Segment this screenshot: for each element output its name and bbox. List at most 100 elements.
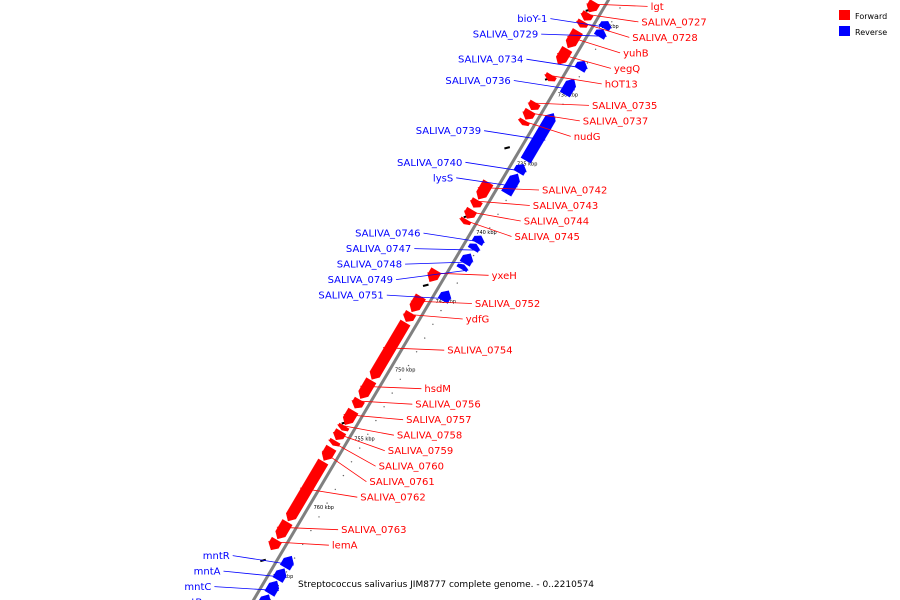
gene-mntc[interactable] (264, 580, 280, 597)
leader-line-yegq (556, 53, 612, 69)
gene-saliva-0727[interactable] (580, 10, 594, 21)
leader-line-saliva-0759 (332, 431, 385, 452)
gene-label-yuhb[interactable]: yuhB (623, 48, 649, 59)
leader-line-saliva-0747 (414, 248, 481, 251)
gene-label-saliva-0759[interactable]: SALIVA_0759 (388, 446, 453, 457)
gene-label-saliva-0734[interactable]: SALIVA_0734 (458, 55, 523, 66)
gene-label-saliva-0739[interactable]: SALIVA_0739 (416, 126, 481, 137)
gene-label-saliva-0760[interactable]: SALIVA_0760 (379, 462, 444, 473)
gene-label-saliva-0729[interactable]: SALIVA_0729 (473, 30, 538, 41)
gene-hot13[interactable] (544, 72, 557, 82)
gene-label-yegq[interactable]: yegQ (614, 64, 640, 75)
gene-lema[interactable] (268, 536, 282, 551)
leader-line-saliva-0744 (463, 210, 521, 222)
gene-label-lyss[interactable]: lysS (433, 173, 453, 184)
gene-mntb[interactable] (258, 594, 271, 600)
gene-label-bioy-1[interactable]: bioY-1 (517, 14, 547, 25)
gene-label-lgt[interactable]: lgt (651, 2, 664, 13)
gene-saliva-0756[interactable] (351, 396, 365, 409)
gene-label-saliva-0761[interactable]: SALIVA_0761 (369, 477, 434, 488)
gene-highlight (457, 215, 462, 220)
leader-line-saliva-0748 (405, 261, 474, 265)
gene-saliva-0737[interactable] (522, 107, 536, 120)
gene-saliva-0748[interactable] (459, 253, 474, 267)
minor-tick (334, 488, 336, 491)
gene-saliva-0736[interactable] (559, 78, 577, 98)
gene-saliva-0763[interactable] (275, 519, 293, 540)
gene-label-saliva-0747[interactable]: SALIVA_0747 (346, 244, 411, 255)
gene-hsdm[interactable] (358, 377, 377, 399)
gene-label-saliva-0752[interactable]: SALIVA_0752 (475, 299, 540, 310)
minor-tick (391, 392, 393, 394)
gene-saliva-0734[interactable] (574, 60, 588, 73)
gene-mntr[interactable] (279, 555, 294, 571)
gene-label-saliva-0751[interactable]: SALIVA_0751 (318, 291, 383, 302)
gene-saliva-0761[interactable] (321, 444, 337, 461)
leader-line-saliva-0742 (477, 187, 540, 191)
gene-label-saliva-0762[interactable]: SALIVA_0762 (360, 493, 425, 504)
gene-label-saliva-0740[interactable]: SALIVA_0740 (397, 158, 462, 169)
gene-label-saliva-0763[interactable]: SALIVA_0763 (341, 525, 406, 536)
gene-saliva-0740[interactable] (513, 164, 527, 176)
gene-label-saliva-0736[interactable]: SALIVA_0736 (445, 76, 510, 87)
gene-label-saliva-0743[interactable]: SALIVA_0743 (533, 201, 598, 212)
gene-label-yxeh[interactable]: yxeH (492, 271, 517, 282)
gene-label-mnta[interactable]: mntA (194, 567, 221, 578)
gene-label-saliva-0748[interactable]: SALIVA_0748 (337, 260, 402, 271)
gene-bioy-1[interactable] (598, 21, 612, 32)
leader-line-saliva-0758 (337, 424, 394, 436)
gene-label-saliva-0727[interactable]: SALIVA_0727 (641, 17, 706, 28)
gene-saliva-0742[interactable] (476, 179, 494, 200)
gene-saliva-0747[interactable] (467, 243, 480, 253)
leader-line-saliva-0761 (321, 450, 367, 483)
gene-label-mntb[interactable]: mntB (175, 598, 202, 600)
gene-saliva-0735[interactable] (528, 99, 541, 111)
gene-saliva-0743[interactable] (470, 197, 483, 208)
gene-saliva-0757[interactable] (342, 407, 359, 425)
gene-label-saliva-0746[interactable]: SALIVA_0746 (355, 229, 420, 240)
gene-saliva-0754[interactable] (369, 319, 411, 380)
gene-label-nudg[interactable]: nudG (574, 132, 601, 143)
gene-saliva-0744[interactable] (464, 206, 478, 219)
gene-label-saliva-0749[interactable]: SALIVA_0749 (328, 275, 393, 286)
gene-label-hsdm[interactable]: hsdM (424, 384, 451, 395)
gene-highlight (289, 559, 298, 571)
minor-tick (285, 571, 288, 573)
gene-saliva-0729[interactable] (593, 29, 607, 40)
gene-saliva-0758[interactable] (337, 422, 350, 432)
minor-tick (415, 351, 418, 353)
minor-tick (578, 76, 580, 78)
gene-label-saliva-0758[interactable]: SALIVA_0758 (397, 431, 462, 442)
gene-highlight (341, 408, 349, 417)
gene-label-saliva-0757[interactable]: SALIVA_0757 (406, 415, 471, 426)
gene-lyss[interactable] (501, 173, 520, 197)
tick-label-740: 740 kbp (476, 230, 496, 236)
gene-label-hot13[interactable]: hOT13 (605, 79, 638, 90)
gene-saliva-0759[interactable] (333, 428, 347, 441)
gene-ydfg[interactable] (403, 309, 417, 322)
gene-label-mntc[interactable]: mntC (184, 582, 211, 593)
gene-saliva-0746[interactable] (471, 235, 485, 247)
minor-tick (472, 254, 475, 257)
gene-label-saliva-0742[interactable]: SALIVA_0742 (542, 186, 607, 197)
gene-label-saliva-0728[interactable]: SALIVA_0728 (632, 33, 697, 44)
gene-label-saliva-0744[interactable]: SALIVA_0744 (524, 217, 589, 228)
gene-label-saliva-0735[interactable]: SALIVA_0735 (592, 101, 657, 112)
gene-saliva-0762[interactable] (285, 458, 329, 522)
gene-nudg[interactable] (518, 117, 531, 127)
gene-mnta[interactable] (272, 568, 287, 583)
gene-label-saliva-0745[interactable]: SALIVA_0745 (515, 232, 580, 243)
leader-line-saliva-0740 (465, 161, 527, 173)
gene-saliva-0752[interactable] (409, 293, 426, 313)
gene-label-lema[interactable]: lemA (332, 541, 358, 552)
gene-label-saliva-0756[interactable]: SALIVA_0756 (415, 400, 480, 411)
gene-lgt[interactable] (586, 0, 601, 13)
gene-label-mntr[interactable]: mntR (203, 551, 230, 562)
gene-highlight (274, 583, 283, 597)
tick-label-735: 735 kbp (517, 161, 537, 167)
gene-label-ydfg[interactable]: ydfG (466, 315, 490, 326)
gene-label-saliva-0737[interactable]: SALIVA_0737 (583, 116, 648, 127)
gene-label-saliva-0754[interactable]: SALIVA_0754 (447, 346, 512, 357)
leader-line-saliva-0734 (526, 58, 588, 70)
